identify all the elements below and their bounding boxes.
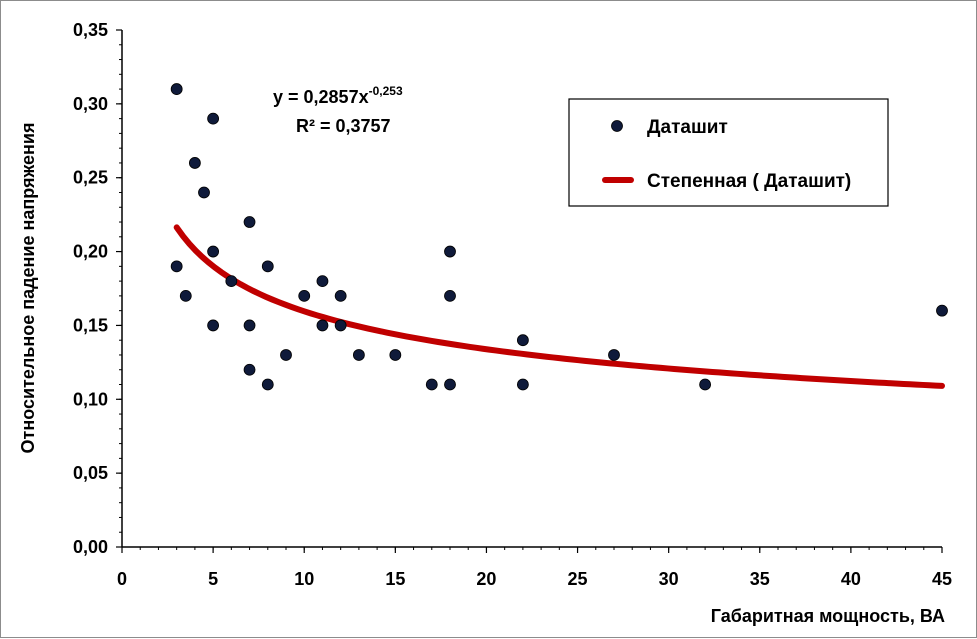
x-tick-label: 10 xyxy=(294,569,314,589)
data-point xyxy=(352,349,365,361)
data-point xyxy=(425,378,438,391)
data-point xyxy=(316,275,329,288)
y-tick-label: 0,25 xyxy=(73,168,108,188)
data-point xyxy=(444,289,456,302)
x-tick-label: 40 xyxy=(841,569,861,589)
data-point xyxy=(225,275,238,288)
legend-box xyxy=(568,98,889,207)
x-tick-label: 5 xyxy=(208,569,218,589)
data-point xyxy=(198,186,210,199)
data-points xyxy=(170,83,948,391)
data-point xyxy=(261,260,274,273)
trendline-power xyxy=(173,224,945,389)
data-point xyxy=(243,319,256,332)
x-tick-label: 45 xyxy=(932,569,952,589)
data-point xyxy=(243,363,256,376)
x-axis-title: Габаритная мощность, ВА xyxy=(711,606,945,626)
data-point xyxy=(207,112,220,125)
data-point xyxy=(334,319,347,332)
legend-label-trendline: Степенная ( Даташит) xyxy=(647,171,851,192)
data-point xyxy=(188,157,201,169)
equation-text: y = 0,2857x-0,253 xyxy=(273,84,403,107)
data-point xyxy=(207,319,220,332)
data-point xyxy=(516,378,529,391)
data-point xyxy=(444,378,456,391)
x-tick-label: 0 xyxy=(117,569,127,589)
data-point xyxy=(207,245,220,258)
data-point xyxy=(608,349,620,361)
y-tick-label: 0,15 xyxy=(73,315,108,335)
legend-label-datasheet: Даташит xyxy=(647,117,728,138)
data-point xyxy=(243,216,256,228)
x-tick-label: 35 xyxy=(750,569,770,589)
equation-exponent: -0,253 xyxy=(369,84,403,98)
y-tick-label: 0,30 xyxy=(73,94,108,114)
y-tick-label: 0,10 xyxy=(73,389,108,409)
data-point xyxy=(298,289,311,302)
data-point xyxy=(444,245,456,258)
data-point xyxy=(170,260,183,273)
y-tick-label: 0,35 xyxy=(73,20,108,40)
legend: Даташит Степенная ( Даташит) xyxy=(568,98,889,207)
x-tick-label: 20 xyxy=(476,569,496,589)
y-axis-title: Относительное падение напряжения xyxy=(18,123,38,454)
y-axis-ticks: 0,00 0,05 0,10 0,15 0,20 0,25 0,30 0,35 xyxy=(73,20,122,557)
y-tick-label: 0,05 xyxy=(73,463,108,483)
x-axis-ticks: 0 5 10 15 20 25 30 35 40 45 xyxy=(117,547,952,589)
equation-prefix: y = 0,2857x xyxy=(273,87,369,107)
data-point xyxy=(261,378,274,391)
trendline-equation: y = 0,2857x-0,253 R² = 0,3757 xyxy=(273,84,403,136)
data-point xyxy=(699,378,712,391)
r-squared-text: R² = 0,3757 xyxy=(296,116,391,136)
data-point xyxy=(389,349,402,361)
data-point xyxy=(170,83,183,95)
data-point xyxy=(280,349,292,361)
data-point xyxy=(516,334,529,347)
data-point xyxy=(179,289,192,302)
data-point xyxy=(316,319,329,332)
data-point xyxy=(334,289,347,302)
data-point xyxy=(936,304,948,317)
y-tick-label: 0,20 xyxy=(73,242,108,262)
y-tick-label: 0,00 xyxy=(73,537,108,557)
x-tick-label: 30 xyxy=(659,569,679,589)
x-tick-label: 15 xyxy=(385,569,405,589)
legend-marker-datasheet xyxy=(611,120,623,132)
x-tick-label: 25 xyxy=(568,569,588,589)
